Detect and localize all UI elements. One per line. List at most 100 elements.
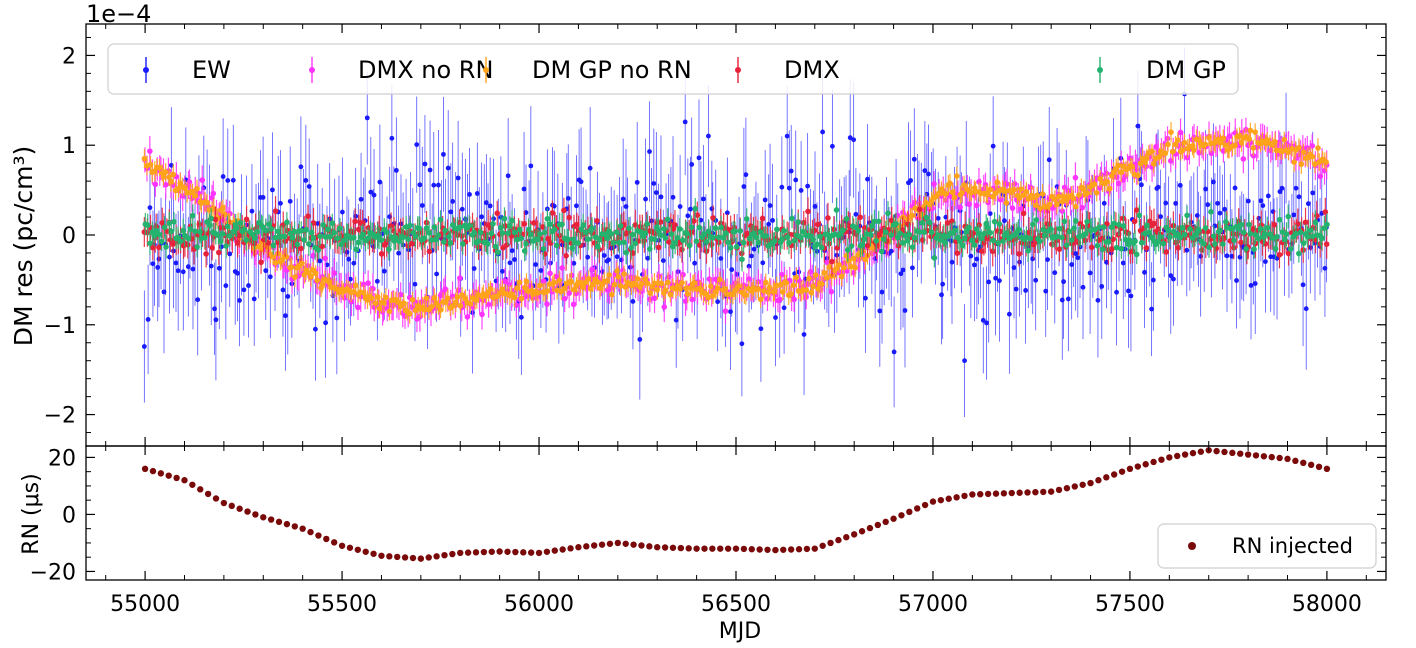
- data-point: [657, 219, 664, 225]
- data-point: [436, 182, 441, 188]
- data-point: [746, 235, 753, 242]
- data-point: [1009, 205, 1016, 211]
- data-point: [405, 236, 412, 242]
- data-point: [423, 295, 430, 301]
- data-point: [1285, 149, 1292, 156]
- data-point: [1304, 233, 1311, 240]
- data-point: [821, 269, 827, 276]
- data-point: [1307, 227, 1314, 234]
- data-point: [1238, 221, 1244, 228]
- data-point: [724, 210, 730, 216]
- data-point: [786, 185, 792, 191]
- data-point: [192, 228, 198, 235]
- data-point: [666, 274, 672, 280]
- data-point: [966, 224, 972, 231]
- data-point: [1222, 206, 1227, 212]
- data-point: [338, 241, 344, 248]
- data-point: [383, 229, 390, 236]
- data-point: [1061, 193, 1067, 200]
- data-point: [771, 238, 778, 245]
- data-point: [412, 281, 418, 287]
- data-point: [147, 205, 153, 211]
- data-point: [1276, 251, 1283, 258]
- data-point: [423, 225, 430, 231]
- data-point: [708, 241, 715, 248]
- data-point: [298, 227, 305, 234]
- data-point: [651, 295, 658, 302]
- data-point: [1033, 202, 1039, 209]
- data-point: [203, 251, 209, 257]
- data-point: [299, 260, 305, 267]
- data-point: [939, 292, 944, 298]
- data-point: [608, 231, 615, 237]
- data-point: [622, 284, 629, 290]
- data-point: [243, 216, 250, 223]
- data-point: [1116, 221, 1122, 228]
- data-point: [487, 286, 494, 292]
- data-point: [419, 203, 425, 208]
- data-point: [459, 292, 465, 298]
- data-point: [477, 229, 484, 236]
- data-point: [1271, 221, 1278, 228]
- data-point: [604, 278, 610, 284]
- data-point: [1066, 228, 1073, 235]
- data-point: [377, 179, 383, 185]
- data-point: [372, 300, 379, 307]
- data-point: [1054, 233, 1060, 240]
- data-point: [630, 299, 636, 304]
- data-point: [585, 254, 591, 260]
- data-point: [350, 234, 357, 241]
- data-point: [553, 273, 560, 280]
- data-point: [1238, 239, 1244, 246]
- data-point: [268, 226, 275, 232]
- data-point: [582, 229, 589, 236]
- data-point: [717, 276, 723, 283]
- data-point: [1210, 233, 1217, 239]
- data-point: [647, 149, 652, 154]
- data-point: [833, 265, 840, 272]
- data-point: [358, 196, 364, 202]
- data-point: [1252, 231, 1259, 238]
- data-point: [487, 203, 493, 209]
- data-point: [973, 226, 980, 232]
- data-point: [645, 255, 651, 261]
- data-point: [298, 164, 304, 170]
- data-point: [701, 231, 707, 237]
- data-point: [743, 172, 749, 178]
- data-point: [163, 244, 169, 250]
- data-point: [213, 317, 219, 323]
- data-point: [824, 274, 830, 281]
- data-point: [388, 234, 394, 240]
- data-point: [1150, 160, 1157, 167]
- data-point: [1046, 157, 1052, 163]
- data-point: [1143, 245, 1150, 251]
- data-point: [732, 228, 738, 235]
- data-point: [851, 137, 857, 143]
- data-point: [786, 239, 792, 246]
- data-point: [843, 216, 850, 222]
- data-point: [784, 133, 790, 139]
- data-point: [984, 320, 989, 326]
- data-point: [1126, 288, 1131, 294]
- data-point: [1046, 221, 1053, 228]
- data-point: [1056, 246, 1063, 252]
- data-point: [685, 213, 691, 219]
- data-point: [281, 233, 288, 240]
- data-point: [587, 165, 593, 171]
- data-point: [444, 295, 451, 301]
- data-point: [220, 174, 226, 179]
- data-point: [1281, 136, 1287, 143]
- data-point: [686, 242, 693, 249]
- data-point: [511, 229, 518, 236]
- data-point: [364, 115, 370, 121]
- data-point: [922, 168, 928, 174]
- data-point: [783, 280, 790, 286]
- data-point: [499, 286, 506, 293]
- data-point: [666, 239, 672, 245]
- data-point: [322, 255, 329, 262]
- data-point: [540, 246, 547, 252]
- data-point: [1202, 225, 1209, 231]
- data-point: [996, 221, 1003, 227]
- data-point: [171, 218, 177, 225]
- data-point: [441, 239, 447, 245]
